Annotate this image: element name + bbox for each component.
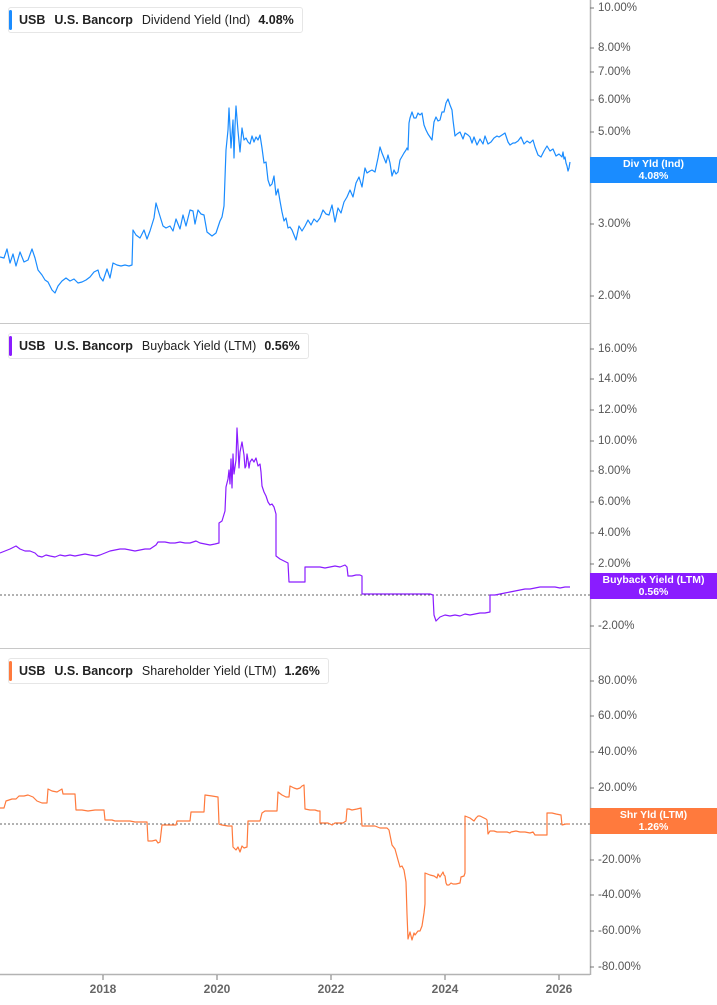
y-tick: 4.00% xyxy=(598,527,631,539)
tag-value: 4.08% xyxy=(638,170,669,182)
x-tick-2022: 2022 xyxy=(317,982,345,996)
current-value-tag: Buyback Yield (LTM) 0.56% xyxy=(590,573,717,599)
y-tick: 20.00% xyxy=(598,782,638,794)
ticker: USB xyxy=(19,664,46,678)
tag-label: Div Yld (Ind) xyxy=(622,158,685,170)
dividend-yield-line xyxy=(0,98,571,294)
shareholder-yield-chart xyxy=(0,649,594,980)
dividend-yield-panel: USB U.S. Bancorp Dividend Yield (Ind) 4.… xyxy=(0,0,717,324)
metric-value: 1.26% xyxy=(284,664,320,678)
ticker: USB xyxy=(19,13,46,27)
current-value-tag: Div Yld (Ind) 4.08% xyxy=(590,157,717,183)
y-tick: 40.00% xyxy=(598,746,638,758)
buyback-yield-line xyxy=(0,427,570,622)
buyback-yield-panel: USB U.S. Bancorp Buyback Yield (LTM) 0.5… xyxy=(0,324,717,649)
y-tick: 16.00% xyxy=(598,343,638,355)
y-tick: 10.00% xyxy=(598,435,638,447)
metric-name: Dividend Yield (Ind) xyxy=(141,13,251,27)
y-tick: -40.00% xyxy=(598,889,641,901)
tag-value: 1.26% xyxy=(638,821,669,833)
tag-value: 0.56% xyxy=(638,586,669,598)
y-tick: -2.00% xyxy=(598,620,635,632)
y-tick: 3.00% xyxy=(598,218,631,230)
y-tick: 7.00% xyxy=(598,66,631,78)
company-name: U.S. Bancorp xyxy=(54,13,133,27)
y-tick: 5.00% xyxy=(598,126,631,138)
tag-label: Shr Yld (LTM) xyxy=(619,809,688,821)
x-tick-2024: 2024 xyxy=(431,982,459,996)
x-tick-2020: 2020 xyxy=(203,982,231,996)
series-color-swatch xyxy=(9,661,12,681)
y-tick: 10.00% xyxy=(598,2,638,14)
y-tick: 2.00% xyxy=(598,558,631,570)
y-tick: 2.00% xyxy=(598,290,631,302)
metric-value: 0.56% xyxy=(264,339,300,353)
shareholder-yield-panel: USB U.S. Bancorp Shareholder Yield (LTM)… xyxy=(0,649,717,1005)
shareholder-yield-line xyxy=(0,784,570,941)
dividend-yield-legend[interactable]: USB U.S. Bancorp Dividend Yield (Ind) 4.… xyxy=(8,7,303,33)
y-tick: -60.00% xyxy=(598,925,641,937)
tag-label: Buyback Yield (LTM) xyxy=(602,574,705,586)
shareholder-yield-legend[interactable]: USB U.S. Bancorp Shareholder Yield (LTM)… xyxy=(8,658,329,684)
x-tick-2018: 2018 xyxy=(89,982,117,996)
y-tick: -20.00% xyxy=(598,854,641,866)
ticker: USB xyxy=(19,339,46,353)
series-color-swatch xyxy=(9,336,12,356)
company-name: U.S. Bancorp xyxy=(54,339,133,353)
x-tick-2026: 2026 xyxy=(545,982,573,996)
company-name: U.S. Bancorp xyxy=(54,664,133,678)
y-tick: -80.00% xyxy=(598,961,641,973)
metric-value: 4.08% xyxy=(258,13,294,27)
y-tick: 14.00% xyxy=(598,373,638,385)
y-tick: 80.00% xyxy=(598,675,638,687)
buyback-yield-legend[interactable]: USB U.S. Bancorp Buyback Yield (LTM) 0.5… xyxy=(8,333,309,359)
metric-name: Shareholder Yield (LTM) xyxy=(141,664,277,678)
y-tick: 8.00% xyxy=(598,465,631,477)
y-tick: 60.00% xyxy=(598,710,638,722)
current-value-tag: Shr Yld (LTM) 1.26% xyxy=(590,808,717,834)
y-tick: 6.00% xyxy=(598,94,631,106)
series-color-swatch xyxy=(9,10,12,30)
y-tick: 6.00% xyxy=(598,496,631,508)
y-tick: 12.00% xyxy=(598,404,638,416)
y-tick: 8.00% xyxy=(598,42,631,54)
metric-name: Buyback Yield (LTM) xyxy=(141,339,257,353)
